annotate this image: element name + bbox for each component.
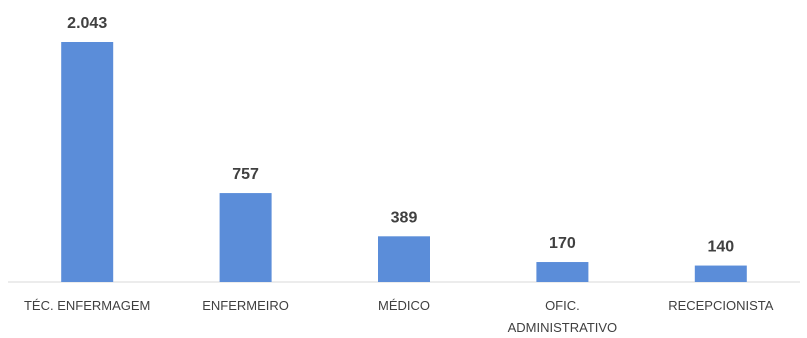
bar-2 — [378, 236, 430, 282]
category-label: MÉDICO — [378, 298, 430, 313]
category-label: RECEPCIONISTA — [668, 298, 774, 313]
bar-4 — [694, 265, 747, 282]
bar-value-label: 389 — [391, 209, 418, 226]
bars-group — [61, 42, 747, 282]
bar-3 — [536, 262, 589, 282]
category-label: ENFERMEIRO — [202, 298, 289, 313]
category-label: OFIC. — [545, 298, 580, 313]
bar-value-label: 170 — [549, 235, 576, 252]
bar-value-label: 2.043 — [67, 15, 107, 32]
bar-value-label: 140 — [707, 239, 734, 256]
bar-1 — [219, 193, 272, 282]
category-label: ADMINISTRATIVO — [508, 320, 618, 335]
category-label: TÉC. ENFERMAGEM — [24, 298, 150, 313]
value-labels-group: 2.043 757 389 170 140 — [67, 15, 734, 256]
bar-value-label: 757 — [232, 166, 259, 183]
category-labels-group: TÉC. ENFERMAGEM ENFERMEIRO MÉDICO OFIC. ADMI… — [24, 298, 774, 335]
bar-0 — [61, 42, 114, 282]
